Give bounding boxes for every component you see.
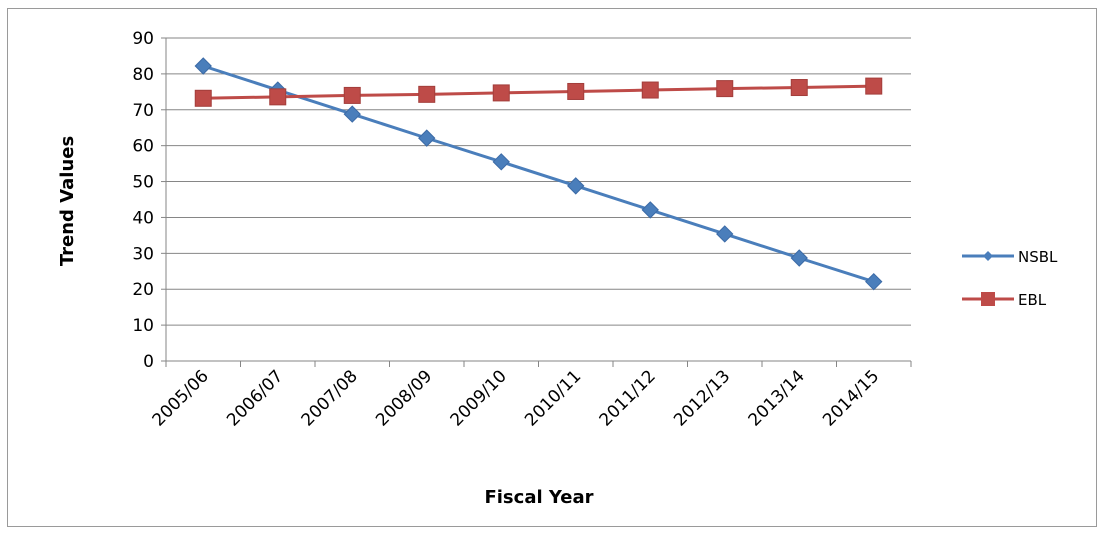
legend: NSBL EBL — [962, 248, 1058, 309]
point-nsbl — [418, 129, 436, 147]
point-ebl — [865, 77, 883, 95]
x-tick-label: 2007/08 — [298, 366, 362, 430]
point-nsbl — [492, 153, 510, 171]
point-nsbl — [790, 249, 808, 267]
point-ebl — [343, 86, 361, 104]
point-nsbl — [194, 57, 212, 75]
x-tick-label: 2014/15 — [819, 366, 883, 430]
point-ebl — [790, 79, 808, 97]
y-tick-label: 60 — [132, 137, 154, 157]
y-tick-label: 0 — [143, 352, 154, 372]
series-line-nsbl — [202, 64, 875, 284]
y-tick-label: 10 — [132, 316, 154, 336]
y-tick-label: 80 — [132, 65, 154, 85]
y-tick-label: 40 — [132, 208, 154, 228]
point-ebl — [194, 89, 212, 107]
legend-label-nsbl: NSBL — [1018, 248, 1058, 266]
y-axis-title: Trend Values — [57, 136, 78, 266]
point-nsbl — [343, 105, 361, 123]
legend-item-ebl: EBL — [962, 291, 1047, 309]
point-ebl — [641, 81, 659, 99]
x-axis-title: Fiscal Year — [484, 487, 593, 508]
series-line-ebl — [203, 84, 874, 100]
series — [194, 57, 883, 291]
x-tick-label: 2009/10 — [447, 366, 511, 430]
legend-label-ebl: EBL — [1018, 291, 1047, 309]
point-ebl — [567, 82, 585, 100]
y-tick-label: 30 — [132, 244, 154, 264]
point-nsbl — [716, 225, 734, 243]
x-tick-label: 2010/11 — [521, 366, 585, 430]
legend-marker-nsbl — [983, 251, 993, 261]
y-tick-label: 90 — [132, 29, 154, 49]
point-nsbl — [567, 177, 585, 195]
x-tick-label: 2006/07 — [223, 366, 287, 430]
x-tick-label: 2011/12 — [596, 366, 660, 430]
point-nsbl — [641, 201, 659, 219]
point-ebl — [492, 84, 510, 102]
chart-frame — [7, 8, 1097, 527]
x-tick-label: 2013/14 — [745, 366, 809, 430]
point-ebl — [418, 85, 436, 103]
y-tick-label: 20 — [132, 280, 154, 300]
y-tick-label: 50 — [132, 173, 154, 193]
gridlines — [166, 37, 911, 326]
point-nsbl — [865, 272, 883, 291]
x-tick-label: 2012/13 — [670, 366, 734, 430]
y-tick-label: 70 — [132, 101, 154, 121]
point-ebl — [269, 88, 287, 106]
point-ebl — [716, 80, 734, 98]
axes — [161, 37, 912, 367]
x-tick-label: 2008/09 — [372, 366, 436, 430]
legend-marker-ebl — [981, 292, 995, 306]
x-tick-label: 2005/06 — [149, 366, 213, 430]
legend-item-nsbl: NSBL — [962, 248, 1058, 266]
